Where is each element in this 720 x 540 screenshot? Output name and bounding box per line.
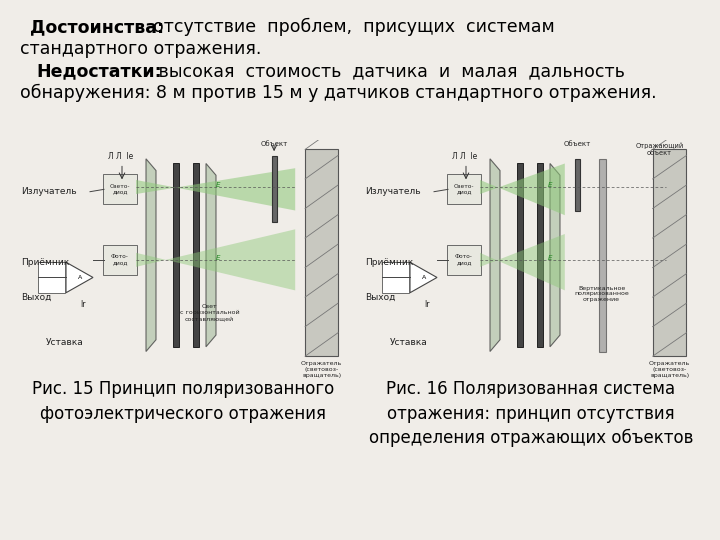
Text: Фото-
диод: Фото- диод — [455, 254, 473, 265]
FancyBboxPatch shape — [103, 174, 137, 205]
Text: Рис. 15 Принцип поляризованного: Рис. 15 Принцип поляризованного — [32, 380, 334, 399]
FancyBboxPatch shape — [272, 157, 277, 222]
Text: E: E — [216, 255, 220, 261]
Text: Объект: Объект — [564, 141, 591, 147]
Text: Отражающий
объект: Отражающий объект — [635, 143, 683, 156]
Text: Рис. 16 Поляризованная система: Рис. 16 Поляризованная система — [387, 380, 675, 399]
Text: Излучатель: Излучатель — [21, 187, 76, 196]
Text: Отражатель
(световоз-
вращатель): Отражатель (световоз- вращатель) — [301, 361, 342, 377]
Polygon shape — [410, 262, 437, 293]
FancyBboxPatch shape — [37, 262, 65, 293]
Text: Отражатель
(световоз-
вращатель): Отражатель (световоз- вращатель) — [649, 361, 690, 377]
Text: Свето-
диод: Свето- диод — [109, 184, 130, 195]
Text: E: E — [548, 182, 552, 188]
Text: A: A — [78, 275, 82, 280]
Text: Приёмник: Приёмник — [365, 258, 413, 267]
Text: Достоинства:: Достоинства: — [30, 18, 164, 36]
Polygon shape — [480, 164, 564, 215]
Text: Недостатки:: Недостатки: — [36, 62, 162, 80]
Text: Излучатель: Излучатель — [365, 187, 420, 196]
Polygon shape — [480, 234, 564, 291]
Text: обнаружения: 8 м против 15 м у датчиков стандартного отражения.: обнаружения: 8 м против 15 м у датчиков … — [20, 84, 657, 102]
Text: отсутствие  проблем,  присущих  системам: отсутствие проблем, присущих системам — [142, 18, 554, 36]
Text: E: E — [216, 182, 220, 188]
Polygon shape — [537, 164, 543, 347]
Text: Фото-
диод: Фото- диод — [111, 254, 129, 265]
Text: фотоэлектрического отражения: фотоэлектрического отражения — [40, 404, 326, 423]
Polygon shape — [136, 168, 295, 211]
FancyBboxPatch shape — [653, 150, 686, 356]
Text: Вертикальное
поляризованное
отражение: Вертикальное поляризованное отражение — [575, 286, 629, 302]
Text: Уставка: Уставка — [390, 338, 428, 347]
Text: отражения: принцип отсутствия: отражения: принцип отсутствия — [387, 404, 675, 423]
Polygon shape — [517, 164, 523, 347]
Polygon shape — [598, 159, 606, 352]
Text: определения отражающих объектов: определения отражающих объектов — [369, 429, 693, 447]
Text: Л Л  Ie: Л Л Ie — [108, 152, 133, 161]
Polygon shape — [66, 262, 93, 293]
Text: Выход: Выход — [365, 293, 395, 302]
Text: Свето-
диод: Свето- диод — [454, 184, 474, 195]
FancyBboxPatch shape — [305, 150, 338, 356]
Text: Ir: Ir — [424, 300, 430, 309]
Polygon shape — [206, 164, 216, 347]
Text: Приёмник: Приёмник — [21, 258, 69, 267]
Text: Свет
с горизонтальной
составляющей: Свет с горизонтальной составляющей — [179, 305, 239, 321]
Text: Уставка: Уставка — [46, 338, 84, 347]
FancyBboxPatch shape — [447, 245, 481, 275]
FancyBboxPatch shape — [575, 159, 580, 211]
Text: высокая  стоимость  датчика  и  малая  дальность: высокая стоимость датчика и малая дально… — [153, 62, 625, 80]
Text: Выход: Выход — [21, 293, 51, 302]
FancyBboxPatch shape — [447, 174, 481, 205]
Polygon shape — [146, 159, 156, 352]
Polygon shape — [173, 164, 179, 347]
Polygon shape — [193, 164, 199, 347]
Text: стандартного отражения.: стандартного отражения. — [20, 40, 261, 58]
Text: Л Л  Ie: Л Л Ie — [452, 152, 477, 161]
FancyBboxPatch shape — [103, 245, 137, 275]
Polygon shape — [136, 230, 295, 291]
Text: E: E — [548, 255, 552, 261]
FancyBboxPatch shape — [382, 262, 408, 293]
Text: Ir: Ir — [80, 300, 86, 309]
Text: A: A — [422, 275, 426, 280]
Polygon shape — [490, 159, 500, 352]
Text: Объект: Объект — [261, 141, 288, 147]
Polygon shape — [550, 164, 560, 347]
